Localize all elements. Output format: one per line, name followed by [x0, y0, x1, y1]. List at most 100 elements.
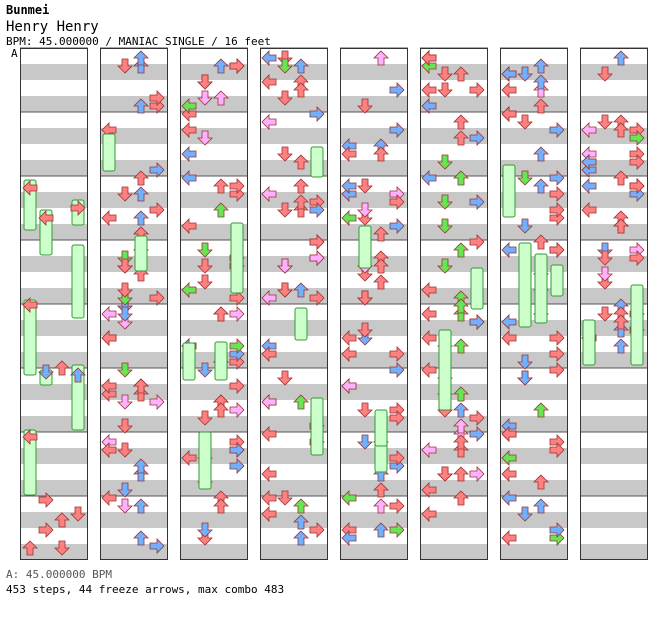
step-arrow: [229, 338, 245, 354]
step-arrow: [197, 242, 213, 258]
step-arrow: [469, 234, 485, 250]
step-arrow: [533, 58, 549, 74]
step-arrow: [277, 146, 293, 162]
freeze-arrow: [214, 341, 228, 381]
step-arrow: [549, 186, 565, 202]
step-arrow: [389, 82, 405, 98]
step-arrow: [22, 297, 38, 313]
step-arrow: [197, 362, 213, 378]
step-arrow: [629, 154, 645, 170]
step-arrow: [501, 66, 517, 82]
step-arrow: [453, 402, 469, 418]
bpm-summary: A: 45.000000 BPM: [6, 568, 112, 581]
step-arrow: [597, 114, 613, 130]
step-arrow: [229, 306, 245, 322]
freeze-arrow: [630, 284, 644, 366]
step-arrow: [261, 74, 277, 90]
step-arrow: [133, 498, 149, 514]
step-arrow: [197, 522, 213, 538]
step-arrow: [597, 306, 613, 322]
step-arrow: [581, 154, 597, 170]
step-arrow: [133, 378, 149, 394]
chart-column: [260, 47, 328, 560]
step-arrow: [629, 130, 645, 146]
step-arrow: [261, 394, 277, 410]
step-arrow: [437, 154, 453, 170]
step-arrow: [197, 274, 213, 290]
step-arrow: [117, 498, 133, 514]
step-arrow: [389, 450, 405, 466]
step-arrow: [309, 290, 325, 306]
step-arrow: [357, 290, 373, 306]
freeze-arrow: [310, 397, 324, 456]
step-arrow: [437, 218, 453, 234]
step-arrow: [613, 322, 629, 338]
step-arrow: [277, 50, 293, 66]
step-arrow: [181, 218, 197, 234]
freeze-arrow: [438, 329, 452, 411]
step-arrow: [421, 330, 437, 346]
step-arrow: [549, 242, 565, 258]
step-arrow: [549, 522, 565, 538]
step-arrow: [533, 234, 549, 250]
step-arrow: [469, 314, 485, 330]
step-arrow: [613, 314, 629, 330]
step-arrow: [261, 114, 277, 130]
step-arrow: [453, 434, 469, 450]
step-arrow: [261, 346, 277, 362]
step-arrow: [613, 338, 629, 354]
step-arrow: [373, 50, 389, 66]
step-arrow: [117, 282, 133, 298]
step-arrow: [117, 362, 133, 378]
step-arrow: [341, 346, 357, 362]
step-arrow: [293, 178, 309, 194]
chart-column: [420, 47, 488, 560]
step-arrow: [101, 442, 117, 458]
freeze-arrow: [534, 253, 548, 324]
step-arrow: [533, 98, 549, 114]
step-arrow: [133, 386, 149, 402]
step-arrow: [341, 330, 357, 346]
step-arrow: [277, 282, 293, 298]
freeze-arrow: [294, 307, 308, 341]
step-arrow: [373, 146, 389, 162]
step-arrow: [117, 418, 133, 434]
freeze-arrow: [502, 164, 516, 218]
step-arrow: [453, 242, 469, 258]
step-arrow: [309, 202, 325, 218]
step-arrow: [597, 242, 613, 258]
step-arrow: [453, 338, 469, 354]
step-arrow: [309, 106, 325, 122]
step-arrow: [181, 450, 197, 466]
step-arrow: [501, 466, 517, 482]
step-arrow: [357, 322, 373, 338]
step-arrow: [293, 530, 309, 546]
step-arrow: [213, 58, 229, 74]
step-arrow: [261, 506, 277, 522]
step-arrow: [197, 258, 213, 274]
step-arrow: [533, 474, 549, 490]
step-arrow: [101, 378, 117, 394]
step-arrow: [261, 186, 277, 202]
step-arrow: [181, 170, 197, 186]
step-arrow: [133, 530, 149, 546]
step-arrow: [373, 274, 389, 290]
step-arrow: [149, 162, 165, 178]
step-arrow: [597, 250, 613, 266]
step-arrow: [517, 218, 533, 234]
step-arrow: [38, 522, 54, 538]
step-arrow: [613, 122, 629, 138]
step-arrow: [149, 202, 165, 218]
step-arrow: [453, 130, 469, 146]
freeze-arrow: [102, 133, 116, 172]
freeze-arrow: [582, 319, 596, 366]
step-arrow: [389, 218, 405, 234]
step-arrow: [437, 66, 453, 82]
step-arrow: [277, 58, 293, 74]
step-arrow: [533, 146, 549, 162]
step-arrow: [453, 386, 469, 402]
bpm-marker: A: [11, 47, 18, 60]
step-arrow: [549, 442, 565, 458]
step-arrow: [229, 178, 245, 194]
step-arrow: [453, 66, 469, 82]
